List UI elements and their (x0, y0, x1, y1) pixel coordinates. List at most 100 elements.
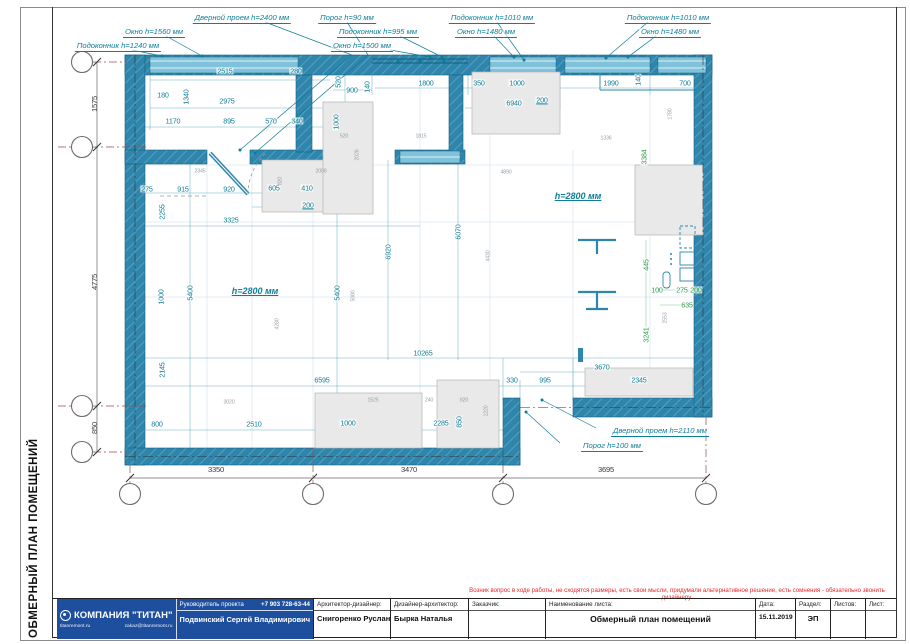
furniture-blocks (261, 71, 704, 449)
callout-label: Дверной проем h=2110 мм (611, 426, 709, 437)
dimension-label: 410 (300, 183, 314, 193)
dimension-label: 200 (689, 285, 703, 295)
dimension-label: 200 (301, 200, 315, 210)
company-logo-cell: КОМПАНИЯ "ТИТАН" titanremont.ru zakaz@ti… (57, 599, 176, 639)
dimension-label: 5080 (350, 290, 357, 302)
radiator-symbol (599, 75, 696, 289)
dimension-label: 5400 (185, 284, 195, 302)
dimension-label: 2026 (354, 149, 361, 161)
dimension-label: 1340 (181, 88, 191, 106)
dimension-label: 520 (339, 133, 349, 140)
dimension-label: 570 (264, 116, 278, 126)
customer-label: Заказчик: (469, 599, 545, 611)
date-label: Дата: (756, 599, 795, 611)
dimension-label: 6920 (383, 243, 393, 261)
axis-dimension-lines (92, 57, 711, 483)
dimension-label: 3020 (223, 399, 235, 406)
section-label: Раздел: (796, 599, 830, 611)
balcony-opening (372, 58, 468, 64)
dimension-label: 2255 (157, 203, 167, 221)
dimension-label: 520 (333, 75, 343, 89)
dimension-label: 340 (290, 116, 304, 126)
sheet-name-label: Наименование листа: (546, 599, 755, 611)
dimension-label: 900 (345, 85, 359, 95)
dimension-label: 895 (222, 116, 236, 126)
construction-grid (145, 75, 700, 448)
dimension-label: 200 (535, 95, 549, 105)
dimension-label: 3695 (597, 465, 615, 475)
dimension-label: 2345 (194, 168, 206, 175)
dimension-label: 1000 (508, 78, 526, 88)
dimension-label: 4280 (274, 318, 281, 330)
windows (149, 56, 707, 164)
callout-label: Подоконник h=1010 мм (448, 13, 536, 24)
title-block: КОМПАНИЯ "ТИТАН" titanremont.ru zakaz@ti… (52, 598, 896, 639)
frame-right-inner-line (896, 7, 897, 638)
dimension-label: 180 (156, 90, 170, 100)
dimension-label: 1575 (90, 95, 100, 113)
dimension-label: 605 (267, 183, 281, 193)
dimension-label: 4430 (485, 250, 492, 262)
frame-bottom-line (20, 640, 906, 641)
pm-phone[interactable]: +7 903 728-63-44 (260, 601, 310, 608)
list-value (866, 611, 896, 614)
customer-cell: Заказчик: (468, 599, 545, 639)
sheets-value (831, 611, 865, 614)
dimension-label: 2345 (630, 375, 648, 385)
dimension-label: 140 (633, 73, 643, 87)
frame-top-line (20, 7, 906, 8)
dimension-label: 1336 (600, 135, 612, 142)
dimension-label: 3384 (639, 148, 649, 166)
customer-name (469, 611, 545, 614)
sheet-name-cell: Наименование листа: Обмерный план помеще… (545, 599, 755, 639)
callout-label: Окно h=1500 мм (330, 41, 394, 52)
dimension-label: 800 (150, 419, 164, 429)
dimension-label: 3470 (400, 465, 418, 475)
section-value: ЭП (807, 614, 819, 623)
dimension-label: 3350 (207, 465, 225, 475)
callout-label: Порог h=90 мм (318, 13, 376, 24)
sheet-name: Обмерный план помещений (590, 614, 711, 624)
company-name: КОМПАНИЯ "ТИТАН" (74, 609, 173, 621)
company-site[interactable]: titanremont.ru (60, 623, 91, 629)
room-height-label: h=2800 мм (554, 191, 602, 201)
dimension-label: 5400 (332, 284, 342, 302)
sheets-cell: Листов: (830, 599, 865, 639)
dimension-label: 1815 (415, 133, 427, 140)
dimension-label: 4775 (90, 273, 100, 291)
dimension-label: 2145 (157, 361, 167, 379)
dimension-label: 1990 (602, 78, 620, 88)
company-email[interactable]: zakaz@titanremont.ru (124, 623, 173, 629)
dimension-label: 1800 (417, 78, 435, 88)
dimension-label: 635 (680, 300, 694, 310)
dimension-label: 915 (176, 184, 190, 194)
dimension-label: 6070 (453, 223, 463, 241)
room-height-label: h=2800 мм (231, 286, 279, 296)
dimension-label: 1220 (483, 405, 490, 417)
dimension-label: 700 (678, 78, 692, 88)
company-block: КОМПАНИЯ "ТИТАН" titanremont.ru zakaz@ti… (57, 599, 313, 639)
callout-label: Окно h=1560 мм (122, 27, 186, 38)
architect-name: Снигоренко Руслан (317, 614, 390, 623)
dimension-label: 100 (650, 285, 664, 295)
dimension-label: 850 (454, 415, 464, 429)
dimension-label: 2510 (245, 419, 263, 429)
dimension-label: 3325 (222, 215, 240, 225)
dimension-label: 3241 (641, 326, 651, 344)
callout-label: Подоконник h=1240 мм (74, 41, 162, 52)
frame-right-outer-line (905, 7, 906, 641)
dimension-label: 1525 (367, 397, 379, 404)
column-symbols (578, 238, 616, 362)
project-manager-cell: Руководитель проекта +7 903 728-63-44 По… (175, 599, 313, 639)
dimension-label: 820 (277, 176, 284, 186)
dimension-label: 6595 (313, 375, 331, 385)
dimension-label: 275 (675, 285, 689, 295)
dimension-label: 1780 (667, 108, 674, 120)
dimension-label: 2975 (218, 96, 236, 106)
dimension-label: 1000 (156, 288, 166, 306)
dimension-label: 350 (472, 78, 486, 88)
dimension-label: 280 (289, 66, 303, 76)
designer-note: Возник вопрос в ходе работы, не сходятся… (469, 587, 885, 601)
